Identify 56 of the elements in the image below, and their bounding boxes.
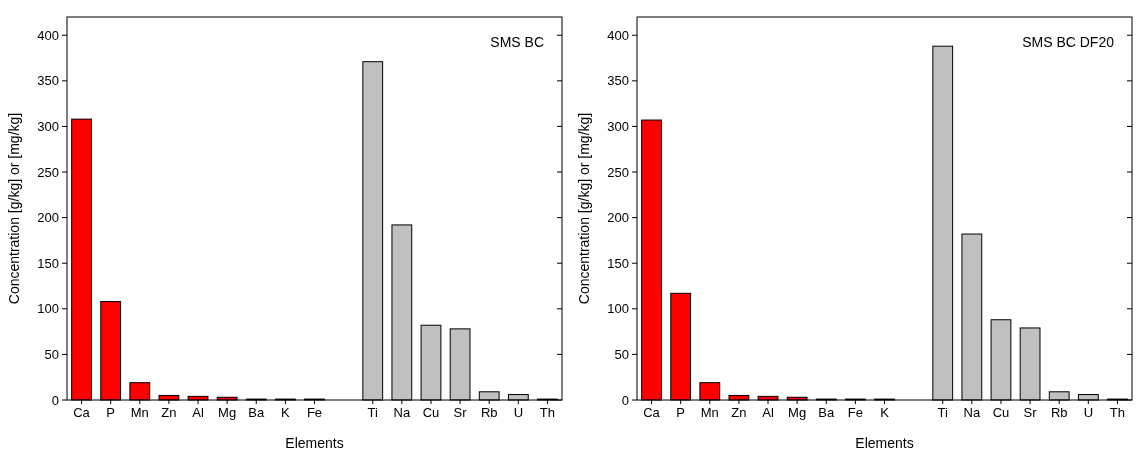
y-tick-label: 100: [37, 301, 59, 317]
text: SMS BC: [490, 34, 544, 50]
x-tick-label: Zn: [161, 405, 177, 420]
x-tick-label: K: [880, 405, 890, 420]
y-tick-label: 300: [607, 118, 629, 134]
y-tick-label: 250: [607, 164, 629, 180]
y-tick-label: 350: [607, 73, 629, 89]
y-tick-label: 350: [37, 73, 59, 89]
x-tick-label: Rb: [480, 405, 498, 420]
x-tick-label: Fe: [306, 405, 323, 420]
x-tick-label: Na: [963, 405, 981, 420]
x-tick-label: U: [513, 405, 524, 420]
x-tick-label: Sr: [1023, 405, 1038, 420]
x-tick-label: P: [676, 405, 686, 420]
x-tick-label: Mn: [700, 405, 719, 420]
x-tick-label: Na: [393, 405, 411, 420]
y-tick-label: 50: [44, 346, 59, 362]
y-tick-label: 300: [37, 118, 59, 134]
x-tick-label: Ba: [248, 405, 265, 420]
x-tick-label: Ba: [818, 405, 835, 420]
y-tick-label: 50: [614, 346, 629, 362]
text: SMS BC DF20: [1022, 34, 1115, 50]
x-tick-label: Fe: [847, 405, 863, 420]
x-tick-label: Al: [192, 405, 204, 420]
x-axis-title: Elements: [285, 435, 344, 451]
x-tick-label: Rb: [1050, 405, 1068, 420]
y-axis-title: Concentration [g/kg] or [mg/kg]: [576, 112, 592, 305]
x-tick-label: Zn: [731, 405, 747, 420]
x-tick-label: Ti: [937, 405, 949, 420]
y-tick-label: 150: [607, 255, 629, 271]
y-tick-label: 100: [607, 301, 629, 317]
x-tick-label: Ca: [643, 405, 661, 420]
y-tick-label: 150: [37, 255, 59, 271]
x-tick-label: Al: [762, 405, 774, 420]
x-tick-label: Sr: [453, 405, 468, 420]
x-tick-label: Th: [1109, 405, 1126, 420]
x-tick-label: Mg: [218, 405, 237, 420]
y-tick-label: 0: [621, 392, 629, 408]
x-tick-label: U: [1083, 405, 1094, 420]
y-tick-label: 400: [37, 27, 59, 43]
x-tick-label: P: [106, 405, 116, 420]
x-tick-label: Cu: [992, 405, 1010, 420]
x-tick-label: Mg: [788, 405, 807, 420]
y-tick-label: 250: [37, 164, 59, 180]
y-tick-label: 0: [51, 392, 59, 408]
x-tick-label: Ca: [73, 405, 91, 420]
y-tick-label: 200: [37, 210, 59, 226]
x-tick-label: Ti: [367, 405, 379, 420]
x-tick-label: Th: [539, 405, 556, 420]
x-tick-label: Mn: [130, 405, 149, 420]
x-tick-label: Cu: [422, 405, 440, 420]
x-tick-label: K: [281, 405, 291, 420]
y-axis-title: Concentration [g/kg] or [mg/kg]: [6, 112, 22, 305]
y-tick-label: 400: [607, 27, 629, 43]
x-axis-title: Elements: [855, 435, 914, 451]
y-tick-label: 200: [607, 210, 629, 226]
